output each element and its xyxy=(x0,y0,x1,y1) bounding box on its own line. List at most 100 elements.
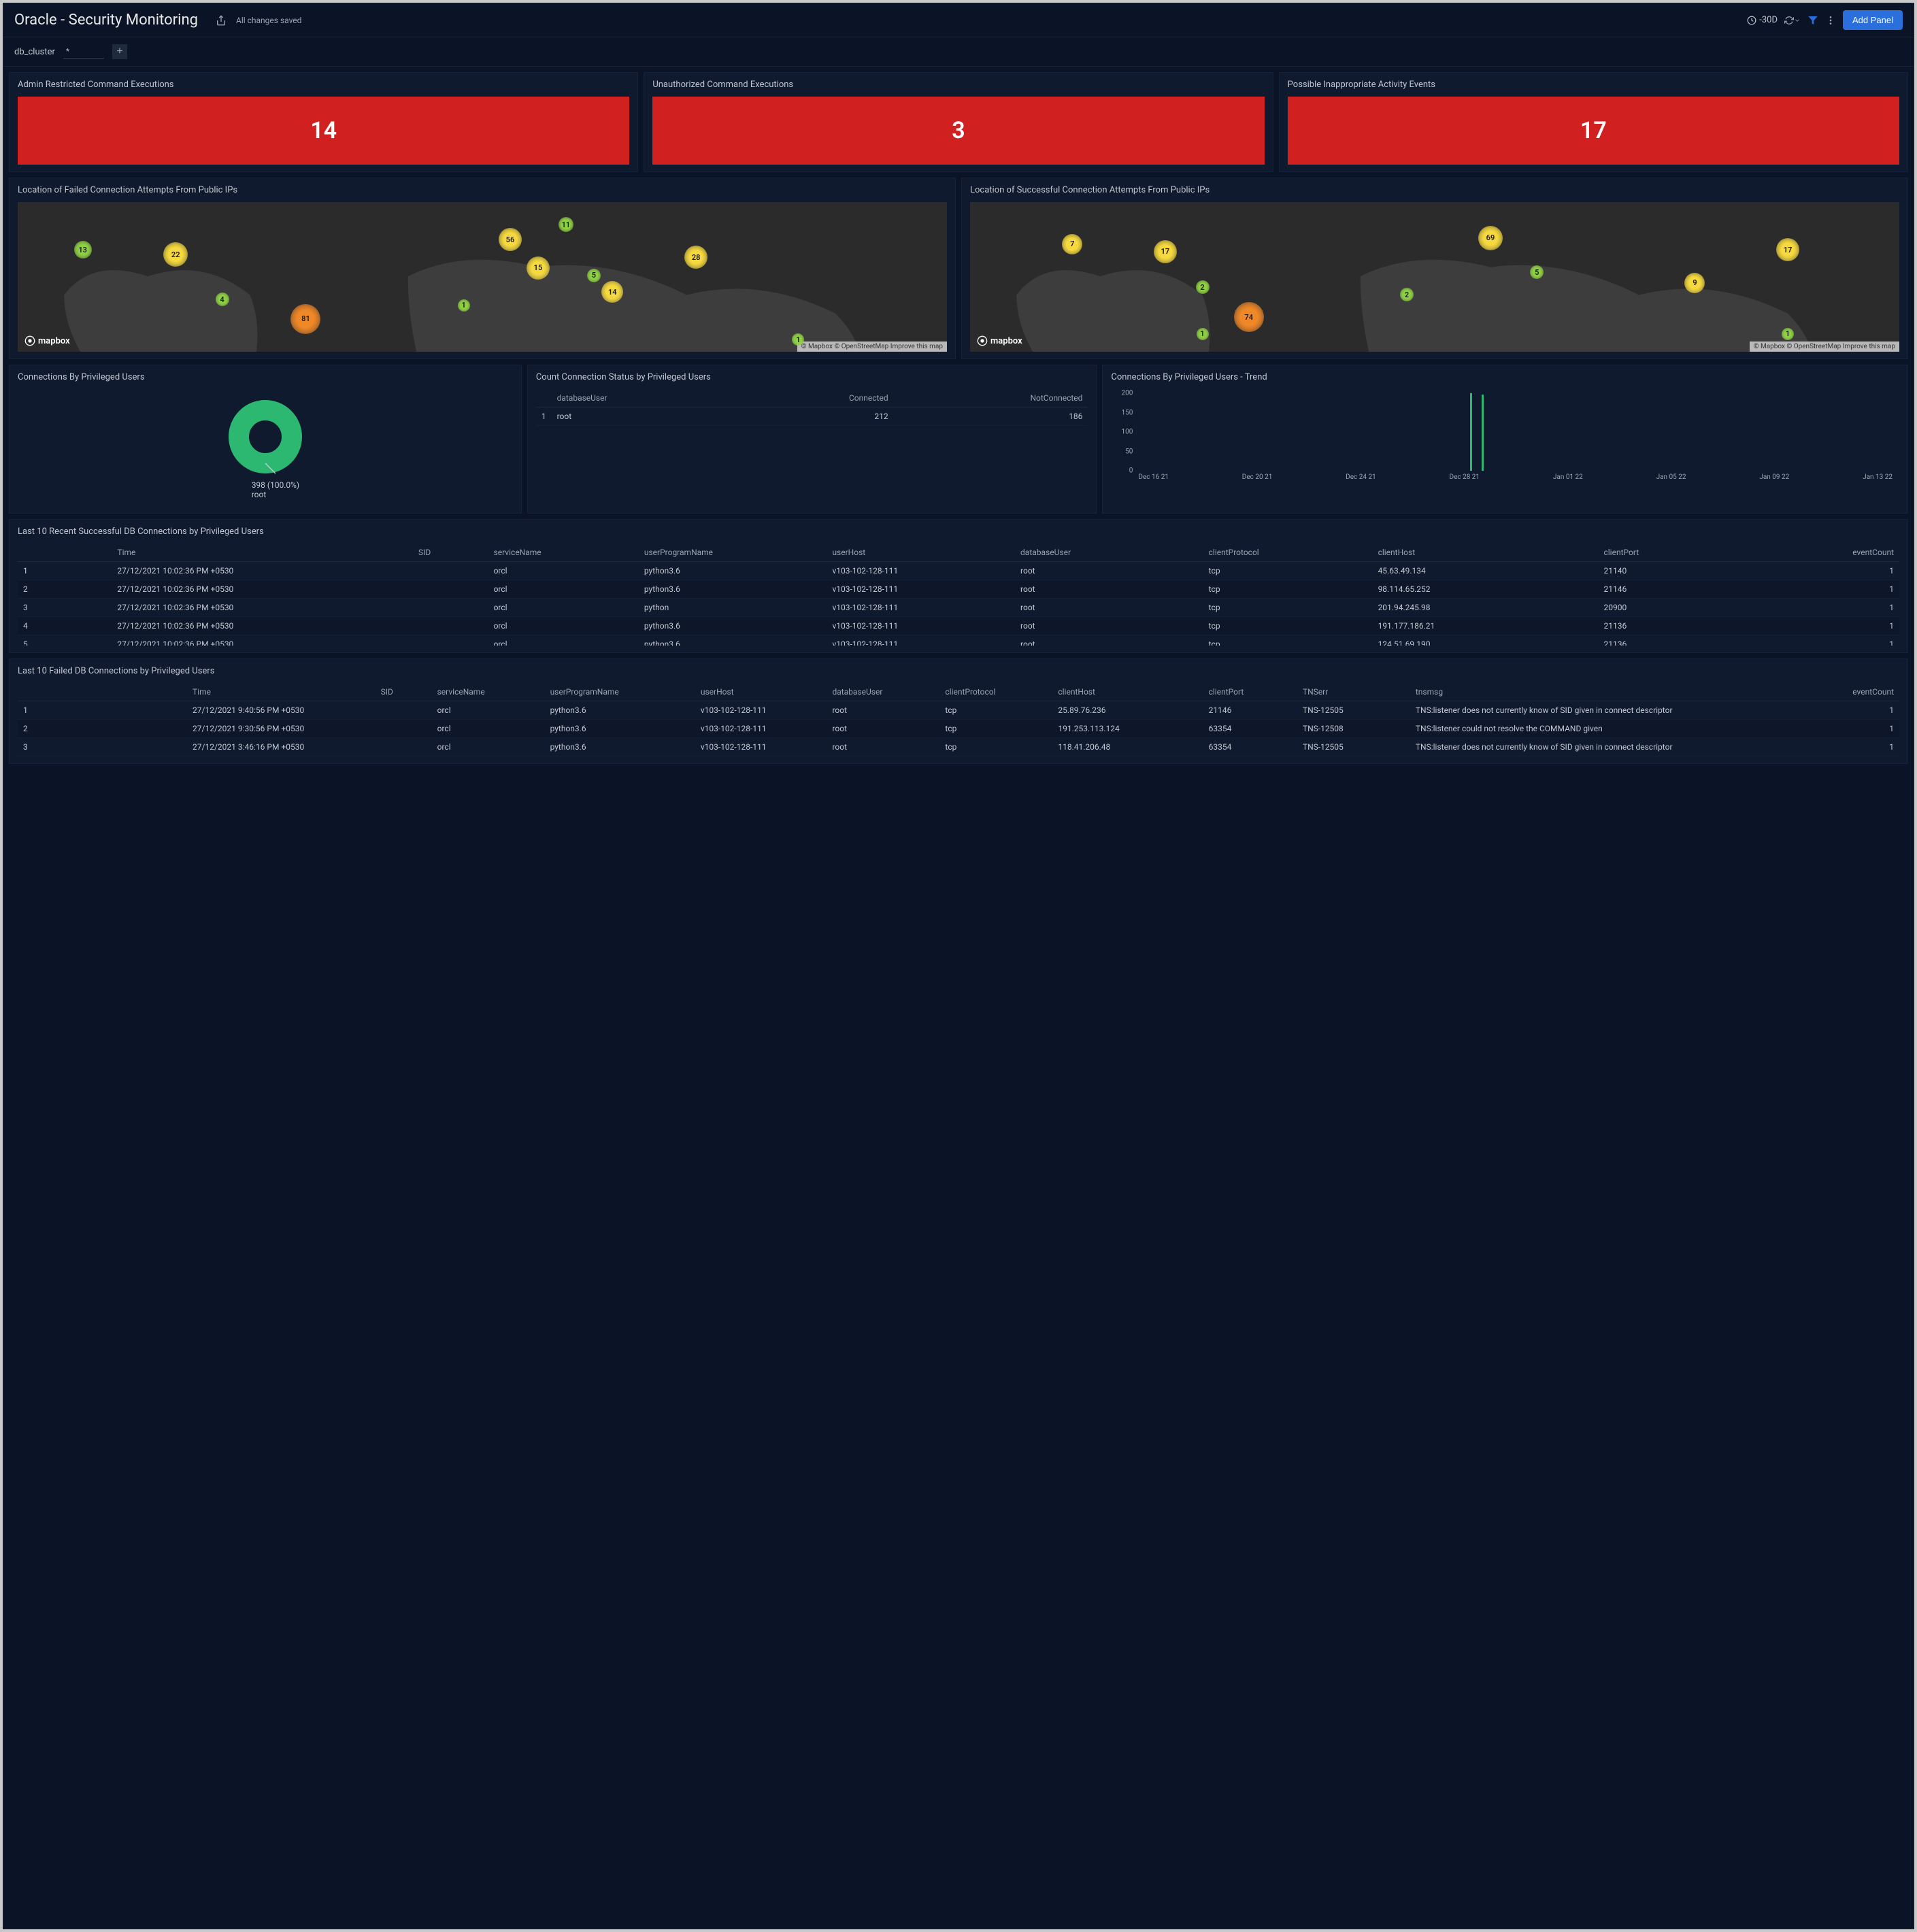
success-table-row: Last 10 Recent Successful DB Connections… xyxy=(9,519,1908,653)
map-cluster-point[interactable]: 13 xyxy=(74,241,92,259)
filter-bar: db_cluster + xyxy=(3,37,1914,67)
chart-ytick: 100 xyxy=(1122,429,1133,436)
chart-xtick: Dec 20 21 xyxy=(1242,473,1273,484)
col-header[interactable]: Time xyxy=(187,683,376,701)
map-cluster-point[interactable]: 2 xyxy=(1400,288,1414,301)
table-row[interactable]: 127/12/2021 9:40:56 PM +0530orclpython3.… xyxy=(18,701,1899,720)
chart-bar[interactable] xyxy=(1482,395,1484,471)
donut-value: 398 (100.0%) xyxy=(252,480,299,490)
col-header[interactable]: Time xyxy=(112,544,413,562)
table-row[interactable]: 327/12/2021 10:02:36 PM +0530orclpythonv… xyxy=(18,599,1899,617)
table-row[interactable]: 427/12/2021 10:02:36 PM +0530orclpython3… xyxy=(18,617,1899,635)
stat-card[interactable]: Unauthorized Command Executions 3 xyxy=(644,72,1273,172)
share-icon[interactable] xyxy=(216,15,227,26)
map-cluster-point[interactable]: 14 xyxy=(601,281,623,303)
table-row[interactable]: 1 root 212 186 xyxy=(536,407,1088,426)
trend-chart[interactable]: 050100150200 Dec 16 21Dec 20 21Dec 24 21… xyxy=(1111,389,1899,484)
map-success[interactable]: mapbox © Mapbox © OpenStreetMap Improve … xyxy=(970,202,1899,352)
map-cluster-point[interactable]: 9 xyxy=(1684,273,1705,293)
col-header[interactable]: clientPort xyxy=(1598,544,1748,562)
col-header[interactable]: userProgramName xyxy=(639,544,827,562)
chart-xtick: Jan 05 22 xyxy=(1656,473,1686,484)
mid-row: Connections By Privileged Users 398 (100… xyxy=(9,365,1908,514)
map-cluster-point[interactable]: 15 xyxy=(527,256,550,280)
success-table-panel: Last 10 Recent Successful DB Connections… xyxy=(9,519,1908,653)
map-cluster-point[interactable]: 1 xyxy=(1197,328,1209,340)
map-cluster-point[interactable]: 5 xyxy=(1530,265,1544,279)
col-header[interactable]: clientProtocol xyxy=(1203,544,1373,562)
table-row[interactable]: 327/12/2021 3:46:16 PM +0530orclpython3.… xyxy=(18,738,1899,756)
stat-card[interactable]: Admin Restricted Command Executions 14 xyxy=(9,72,638,172)
col-header[interactable]: tnsmsg xyxy=(1410,683,1786,701)
map-cluster-point[interactable]: 81 xyxy=(290,304,320,334)
map-attribution[interactable]: © Mapbox © OpenStreetMap Improve this ma… xyxy=(1750,342,1899,352)
col-header[interactable]: NotConnected xyxy=(894,389,1088,407)
refresh-icon[interactable] xyxy=(1784,16,1801,25)
col-header[interactable]: TNSerr xyxy=(1297,683,1410,701)
mapbox-logo: mapbox xyxy=(977,335,1022,346)
add-panel-button[interactable]: Add Panel xyxy=(1843,10,1903,30)
map-cluster-point[interactable]: 22 xyxy=(163,242,188,267)
filter-icon[interactable] xyxy=(1807,15,1818,26)
col-header[interactable]: SID xyxy=(413,544,488,562)
map-cluster-point[interactable]: 74 xyxy=(1234,302,1264,332)
chart-ytick: 150 xyxy=(1122,409,1133,416)
stat-card[interactable]: Possible Inappropriate Activity Events 1… xyxy=(1279,72,1908,172)
col-header[interactable]: serviceName xyxy=(432,683,545,701)
chart-ytick: 0 xyxy=(1129,467,1133,475)
success-table: TimeSIDserviceNameuserProgramNameuserHos… xyxy=(18,544,1899,646)
col-header[interactable]: databaseUser xyxy=(827,683,939,701)
map-cluster-point[interactable]: 1 xyxy=(1782,328,1794,340)
map-cluster-point[interactable]: 56 xyxy=(499,228,522,251)
col-header[interactable]: clientHost xyxy=(1373,544,1599,562)
map-cluster-point[interactable]: 1 xyxy=(458,299,470,312)
col-header[interactable]: eventCount xyxy=(1749,544,1899,562)
table-row[interactable]: 227/12/2021 10:02:36 PM +0530orclpython3… xyxy=(18,580,1899,599)
maps-row: Location of Failed Connection Attempts F… xyxy=(9,178,1908,359)
col-header[interactable]: clientProtocol xyxy=(939,683,1052,701)
add-filter-button[interactable]: + xyxy=(112,44,127,59)
map-cluster-point[interactable]: 7 xyxy=(1062,234,1082,254)
map-cluster-point[interactable]: 17 xyxy=(1154,240,1177,263)
chart-bar[interactable] xyxy=(1470,393,1472,471)
map-cluster-point[interactable]: 1 xyxy=(792,333,804,346)
chart-ytick: 200 xyxy=(1122,390,1133,397)
table-row[interactable]: 527/12/2021 10:02:36 PM +0530orclpython3… xyxy=(18,635,1899,646)
map-failed[interactable]: mapbox © Mapbox © OpenStreetMap Improve … xyxy=(18,202,947,352)
map-cluster-point[interactable]: 11 xyxy=(559,217,573,232)
failed-table: TimeSIDserviceNameuserProgramNameuserHos… xyxy=(18,683,1899,756)
col-header[interactable]: databaseUser xyxy=(552,389,740,407)
page-title: Oracle - Security Monitoring xyxy=(14,12,198,29)
col-header[interactable]: clientPort xyxy=(1203,683,1297,701)
col-header[interactable]: SID xyxy=(376,683,432,701)
header: Oracle - Security Monitoring All changes… xyxy=(3,3,1914,37)
map-cluster-point[interactable]: 4 xyxy=(216,293,229,306)
filter-label: db_cluster xyxy=(14,47,55,57)
table-row[interactable]: 127/12/2021 10:02:36 PM +0530orclpython3… xyxy=(18,562,1899,580)
map-cluster-point[interactable]: 5 xyxy=(587,269,601,282)
col-header[interactable]: eventCount xyxy=(1786,683,1899,701)
donut-chart[interactable] xyxy=(224,396,306,478)
filter-input[interactable] xyxy=(63,45,104,59)
failed-table-title: Last 10 Failed DB Connections by Privile… xyxy=(18,666,1899,676)
chart-xtick: Dec 28 21 xyxy=(1450,473,1480,484)
col-header[interactable]: userProgramName xyxy=(545,683,695,701)
map-cluster-point[interactable]: 28 xyxy=(684,246,707,269)
chart-xtick: Jan 09 22 xyxy=(1759,473,1789,484)
map-cluster-point[interactable]: 17 xyxy=(1776,238,1799,261)
map-attribution[interactable]: © Mapbox © OpenStreetMap Improve this ma… xyxy=(797,342,947,352)
chart-xtick: Jan 13 22 xyxy=(1863,473,1893,484)
col-header[interactable]: Connected xyxy=(739,389,893,407)
stats-row: Admin Restricted Command Executions 14 U… xyxy=(9,72,1908,172)
more-icon[interactable] xyxy=(1825,15,1836,26)
time-range-picker[interactable]: -30D xyxy=(1747,15,1778,25)
map-cluster-point[interactable]: 2 xyxy=(1196,280,1210,294)
col-header[interactable]: serviceName xyxy=(488,544,639,562)
donut-panel: Connections By Privileged Users 398 (100… xyxy=(9,365,522,514)
table-row[interactable]: 227/12/2021 9:30:56 PM +0530orclpython3.… xyxy=(18,720,1899,738)
col-header[interactable]: databaseUser xyxy=(1015,544,1203,562)
col-header[interactable]: userHost xyxy=(827,544,1015,562)
map-cluster-point[interactable]: 69 xyxy=(1478,226,1503,250)
col-header[interactable]: clientHost xyxy=(1052,683,1203,701)
col-header[interactable]: userHost xyxy=(695,683,827,701)
